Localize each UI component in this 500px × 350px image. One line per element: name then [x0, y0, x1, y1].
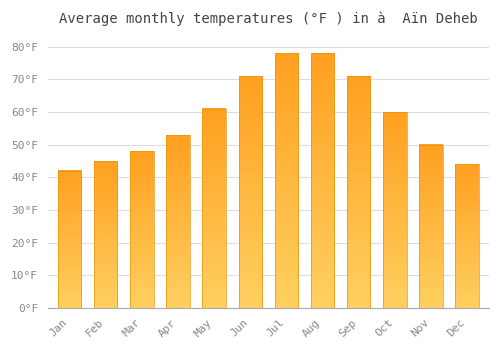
Bar [94, 161, 118, 308]
Bar [420, 145, 443, 308]
Bar [238, 76, 262, 308]
Title: Average monthly temperatures (°F ) in à  Aïn Deheb: Average monthly temperatures (°F ) in à … [59, 11, 478, 26]
Bar [274, 53, 298, 308]
Bar [311, 53, 334, 308]
Bar [130, 151, 154, 308]
Bar [456, 164, 479, 308]
Bar [166, 135, 190, 308]
Bar [58, 171, 82, 308]
Bar [347, 76, 370, 308]
Bar [383, 112, 406, 308]
Bar [202, 109, 226, 308]
